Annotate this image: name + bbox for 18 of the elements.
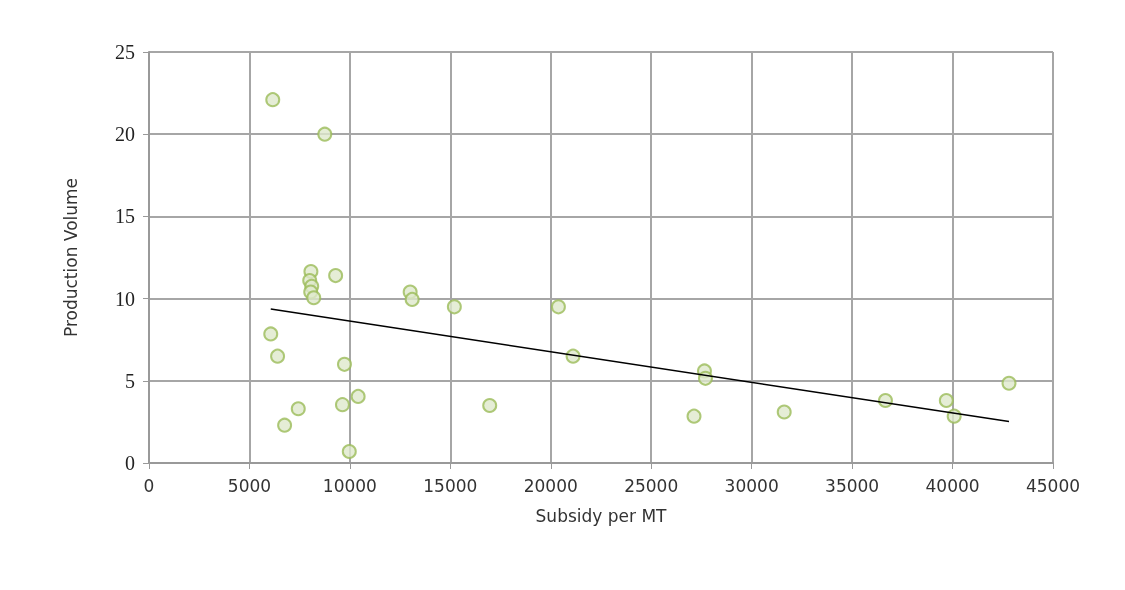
x-tick-label: 0 [143,475,155,496]
y-tick-label: 15 [115,205,135,228]
x-axis-title: Subsidy per MT [535,505,668,526]
y-tick-label: 20 [115,123,135,146]
y-tick-label: 5 [125,369,135,392]
x-tick-label: 25000 [624,475,679,496]
x-tick-label: 10000 [322,475,377,496]
y-tick-label: 10 [115,287,135,310]
y-axis-title: Production Volume [60,177,81,338]
y-tick-label: 25 [115,41,135,63]
x-tick-label: 20000 [523,475,578,496]
x-tick-label: 5000 [227,475,272,496]
x-tick-label: 45000 [1025,475,1081,496]
x-tick-label: 40000 [925,475,980,496]
x-tick-label: 15000 [423,475,478,496]
y-tick-label: 0 [125,452,135,474]
x-tick-label: 35000 [825,475,880,496]
x-tick-label: 30000 [724,475,779,496]
